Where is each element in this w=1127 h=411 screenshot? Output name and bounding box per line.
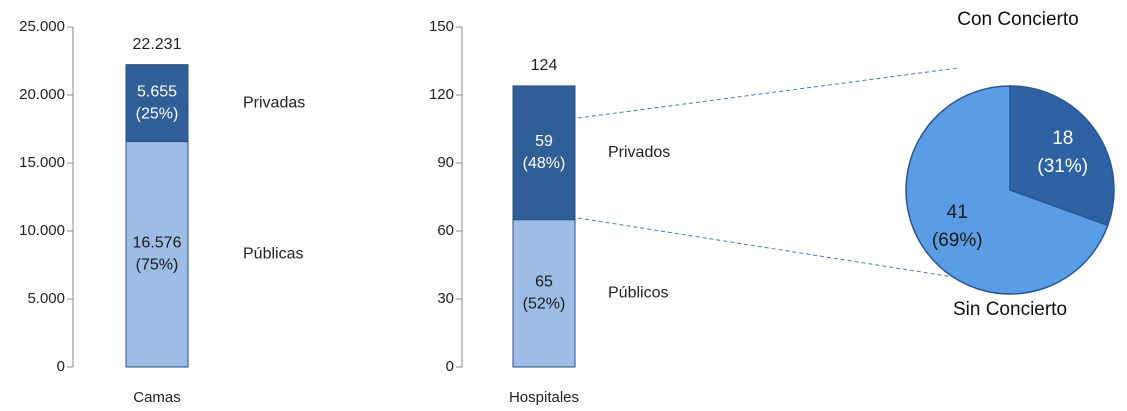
y-tick-label: 90: [437, 154, 454, 171]
value-label: 18: [1052, 128, 1073, 149]
share-label: (52%): [523, 296, 566, 313]
y-tick-label: 120: [429, 86, 454, 103]
y-tick-label: 150: [429, 18, 454, 35]
legend-label: Privadas: [243, 94, 305, 111]
total-label: 22.231: [133, 36, 182, 53]
y-tick-label: 15.000: [19, 154, 65, 171]
legend-label: Públicas: [243, 246, 303, 263]
share-label: (31%): [1037, 156, 1088, 177]
x-tick-label: Camas: [133, 389, 181, 406]
total-label: 124: [531, 57, 558, 74]
y-tick-label: 0: [57, 358, 65, 375]
share-label: (48%): [523, 155, 566, 172]
y-tick-label: 60: [437, 222, 454, 239]
category-label: Sin Concierto: [953, 299, 1067, 320]
y-tick-label: 0: [446, 358, 454, 375]
x-tick-label: Hospitales: [509, 389, 579, 406]
bar-segment: [512, 85, 576, 221]
value-label: 59: [535, 133, 553, 150]
bar-segment: [125, 64, 189, 143]
y-tick-label: 10.000: [19, 222, 65, 239]
connector-line: [577, 217, 986, 283]
y-tick-label: 25.000: [19, 18, 65, 35]
category-label: Con Concierto: [957, 9, 1078, 30]
value-label: 16.576: [133, 235, 182, 252]
share-label: (75%): [136, 257, 179, 274]
y-tick-label: 5.000: [27, 290, 65, 307]
bar-segment: [125, 141, 189, 368]
pie-slice: [1009, 85, 1115, 227]
value-label: 41: [947, 202, 968, 223]
legend-label: Públicos: [608, 285, 668, 302]
value-label: 65: [535, 274, 553, 291]
share-label: (25%): [136, 105, 179, 122]
bar-segment: [512, 219, 576, 368]
y-tick-label: 20.000: [19, 86, 65, 103]
share-label: (69%): [932, 230, 983, 251]
pie-slice: [905, 85, 1109, 295]
connector-line: [577, 67, 959, 119]
y-tick-label: 30: [437, 290, 454, 307]
value-label: 5.655: [137, 83, 177, 100]
legend-label: Privados: [608, 144, 670, 161]
